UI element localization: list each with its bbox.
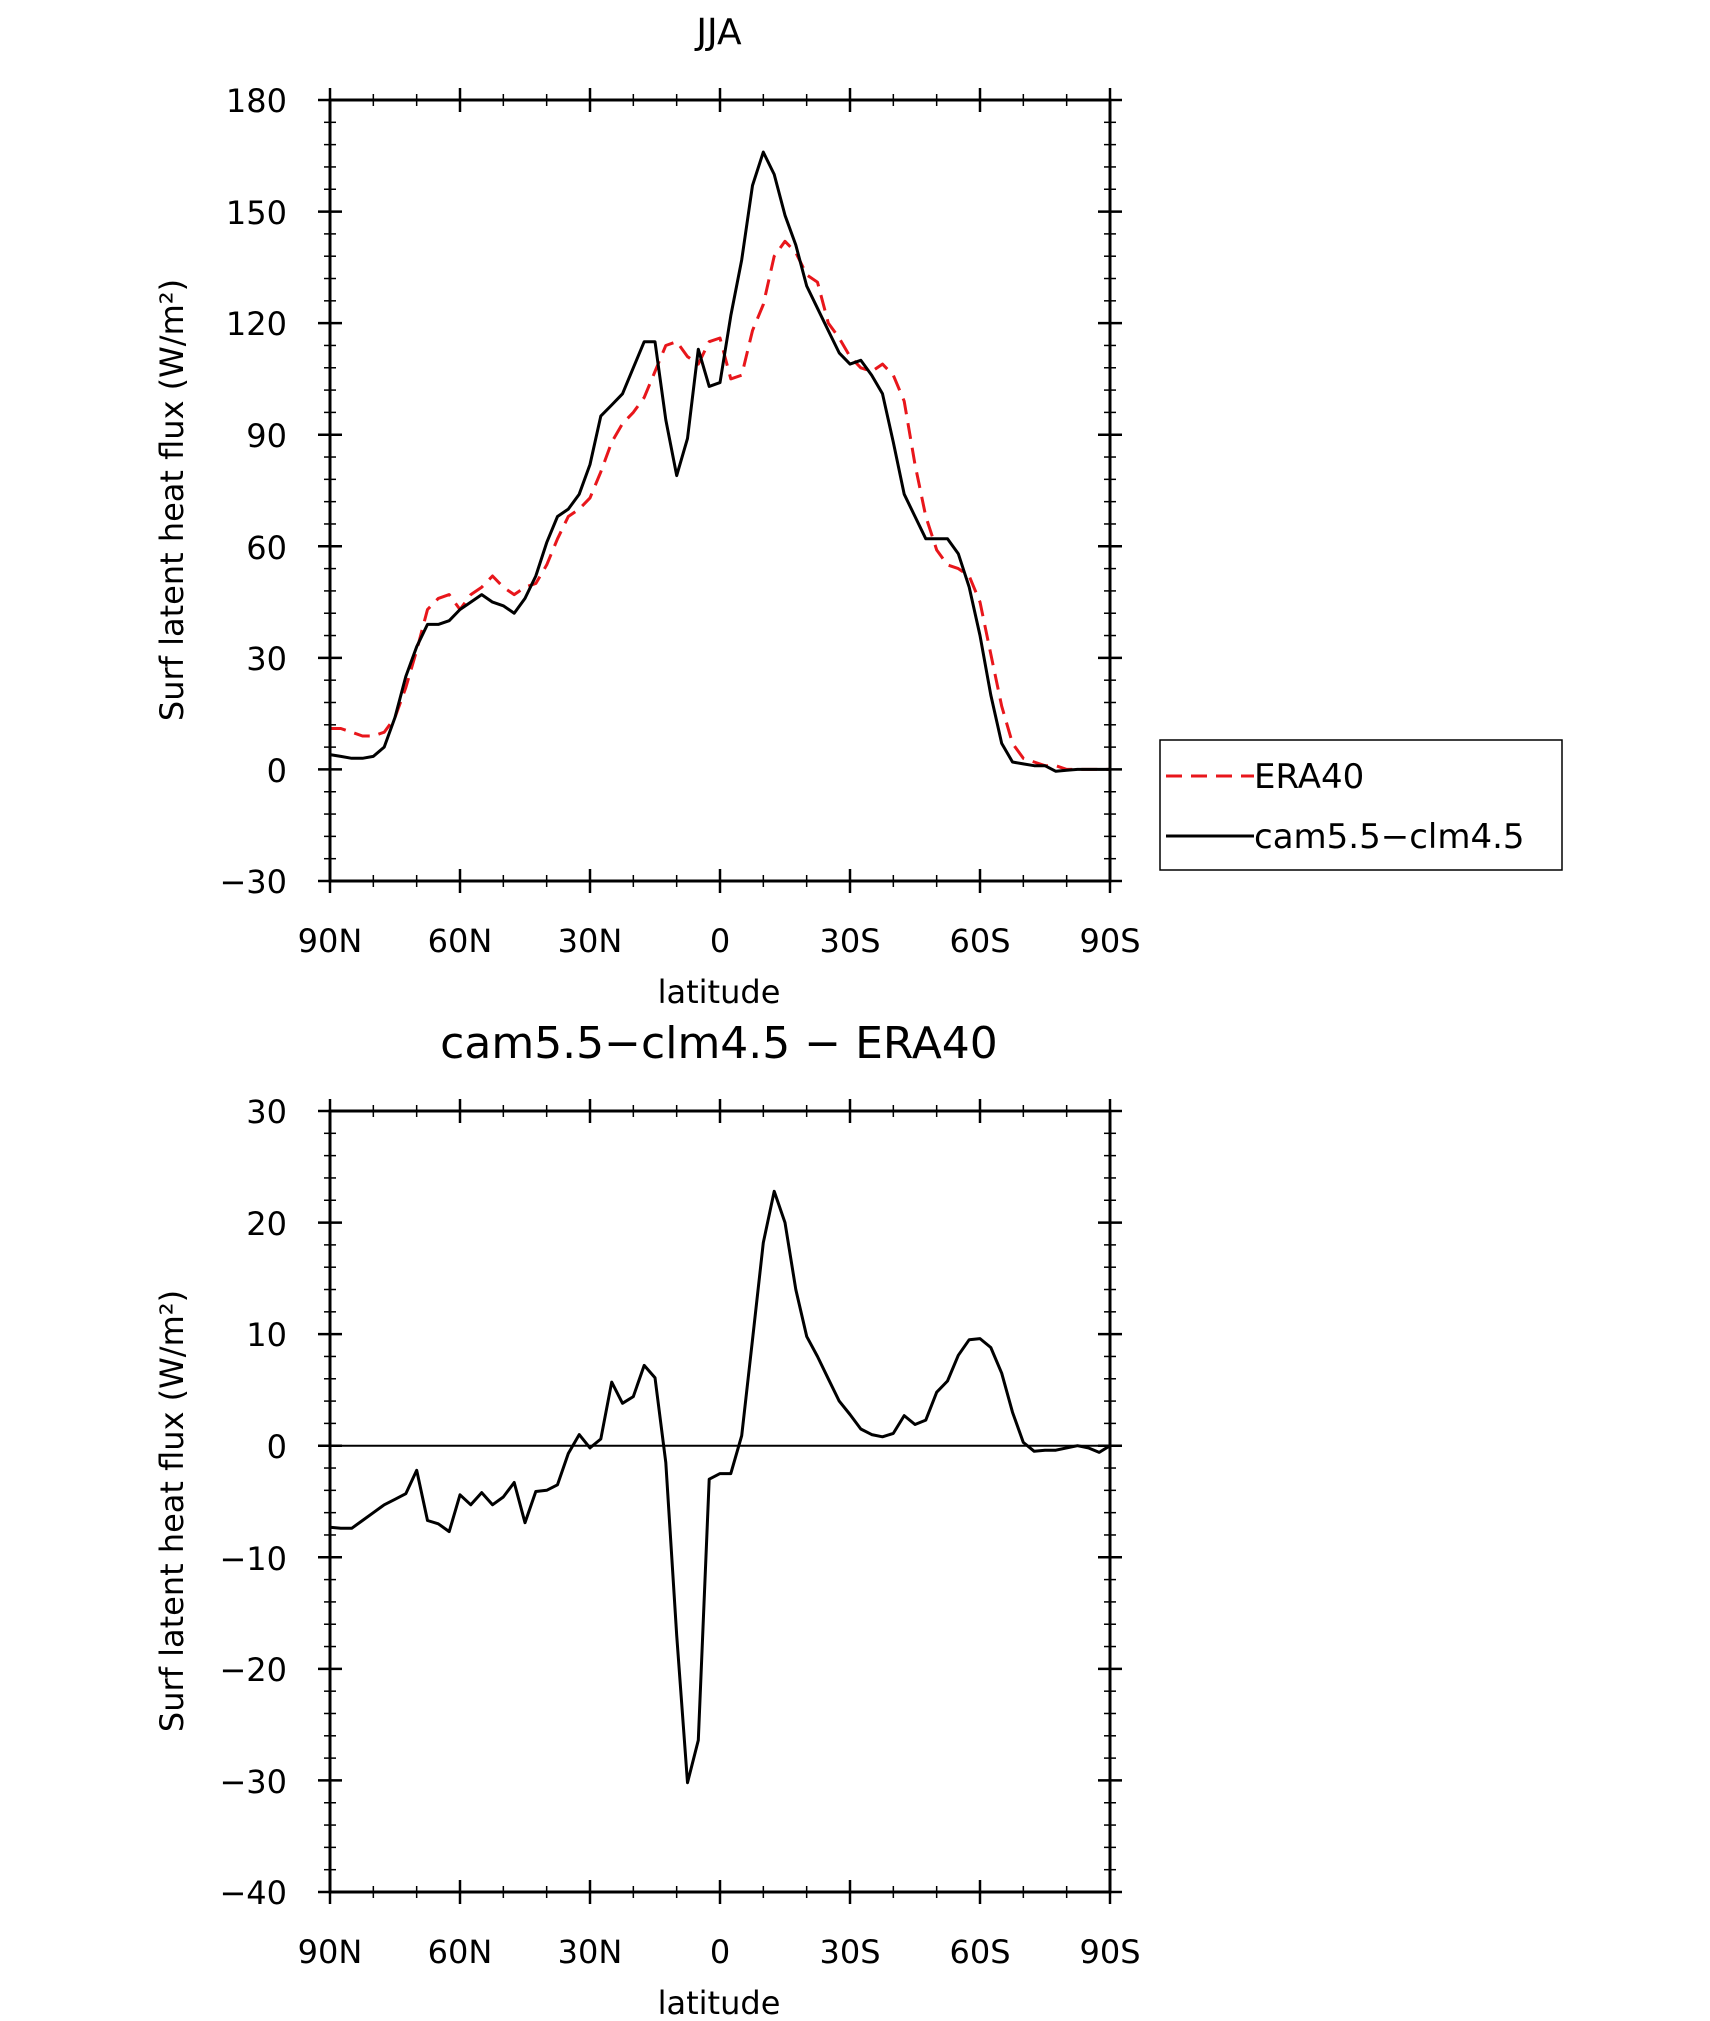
plot-frame bbox=[328, 1109, 1112, 1894]
y-tick-label: 30 bbox=[246, 640, 287, 678]
x-tick-label: 90S bbox=[1079, 922, 1140, 960]
x-tick-label: 0 bbox=[710, 1933, 730, 1971]
y-axis-label: Surf latent heat flux (W/m²) bbox=[153, 279, 191, 721]
series-line-difference bbox=[329, 1189, 1111, 1785]
tick-marks bbox=[318, 1099, 1122, 1904]
x-tick-label: 30N bbox=[558, 1933, 623, 1971]
legend-box bbox=[1159, 739, 1563, 871]
x-tick-labels: 90N 60N 30N 0 30S 60S 90S bbox=[298, 1933, 1141, 1971]
y-tick-label: −40 bbox=[219, 1874, 287, 1912]
y-tick-label: 30 bbox=[246, 1093, 287, 1131]
x-axis-label: latitude bbox=[658, 973, 781, 1011]
y-tick-label: 120 bbox=[226, 305, 287, 343]
tick-marks bbox=[318, 88, 1122, 893]
y-tick-label: 60 bbox=[246, 529, 287, 567]
x-axis-label: latitude bbox=[658, 1984, 781, 2021]
x-tick-label: 60S bbox=[949, 1933, 1010, 1971]
y-tick-label: 180 bbox=[226, 82, 287, 120]
x-tick-label: 30S bbox=[819, 922, 880, 960]
plot-area bbox=[329, 150, 1110, 773]
legend-label-era40: ERA40 bbox=[1254, 757, 1364, 797]
y-tick-label: −30 bbox=[219, 1763, 287, 1801]
x-tick-label: 60N bbox=[428, 1933, 493, 1971]
y-axis-label: Surf latent heat flux (W/m²) bbox=[153, 1290, 191, 1732]
chart-title: cam5.5−clm4.5 − ERA40 bbox=[440, 1018, 998, 1069]
y-tick-label: 0 bbox=[267, 752, 287, 790]
x-tick-label: 90N bbox=[298, 922, 363, 960]
x-tick-label: 30N bbox=[558, 922, 623, 960]
y-tick-label: 0 bbox=[267, 1428, 287, 1466]
legend-label-cam: cam5.5−clm4.5 bbox=[1254, 817, 1525, 857]
x-tick-label: 60N bbox=[428, 922, 493, 960]
x-tick-labels: 90N 60N 30N 0 30S 60S 90S bbox=[298, 922, 1141, 960]
y-tick-label: −30 bbox=[219, 863, 287, 901]
x-tick-label: 90N bbox=[298, 1933, 363, 1971]
x-tick-label: 90S bbox=[1079, 1933, 1140, 1971]
chart-bottom: cam5.5−clm4.5 − ERA40 −40 −30 −20 −10 0 … bbox=[153, 1018, 1141, 2021]
legend: ERA40 cam5.5−clm4.5 bbox=[1159, 739, 1563, 871]
y-tick-labels: −30 0 30 60 90 120 150 180 bbox=[219, 82, 287, 901]
y-tick-label: 20 bbox=[246, 1205, 287, 1243]
chart-title: JJA bbox=[694, 12, 742, 53]
x-tick-label: 60S bbox=[949, 922, 1010, 960]
y-tick-label: 10 bbox=[246, 1316, 287, 1354]
series-line-era40 bbox=[330, 239, 1110, 771]
x-tick-label: 0 bbox=[710, 922, 730, 960]
chart-top: JJA −30 0 30 60 90 120 150 180 90N 60N 3… bbox=[153, 12, 1563, 1011]
x-tick-label: 30S bbox=[819, 1933, 880, 1971]
y-tick-label: −20 bbox=[219, 1651, 287, 1689]
series-line-cam5-5-clm4-5 bbox=[329, 150, 1110, 773]
y-tick-label: 90 bbox=[246, 417, 287, 455]
plot-area bbox=[329, 1189, 1111, 1785]
y-tick-label: 150 bbox=[226, 194, 287, 232]
y-tick-labels: −40 −30 −20 −10 0 10 20 30 bbox=[219, 1093, 287, 1912]
plot-frame bbox=[328, 98, 1112, 883]
y-tick-label: −10 bbox=[219, 1540, 287, 1578]
